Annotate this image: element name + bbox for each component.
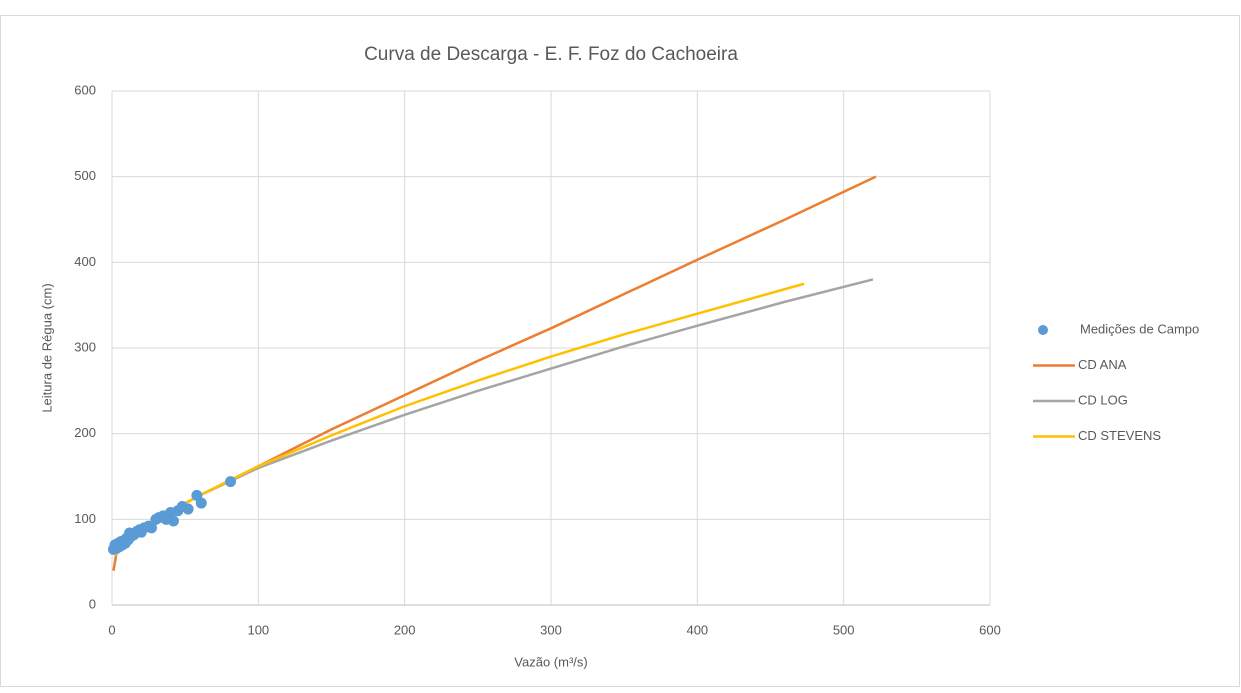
x-tick-label: 0 bbox=[108, 622, 115, 637]
legend-swatch bbox=[1038, 325, 1048, 335]
x-tick-label: 100 bbox=[247, 622, 269, 637]
chart-frame bbox=[0, 15, 1240, 687]
legend-label: CD ANA bbox=[1078, 357, 1127, 372]
point bbox=[167, 515, 179, 527]
legend-label: CD STEVENS bbox=[1078, 428, 1161, 443]
x-tick-label: 200 bbox=[394, 622, 416, 637]
x-tick-label: 600 bbox=[979, 622, 1001, 637]
y-tick-label: 300 bbox=[74, 339, 96, 354]
point bbox=[146, 522, 158, 534]
chart-title: Curva de Descarga - E. F. Foz do Cachoei… bbox=[364, 44, 738, 65]
legend-label: CD LOG bbox=[1078, 392, 1128, 407]
x-axis-label: Vazão (m³/s) bbox=[514, 654, 587, 669]
legend-label: Medições de Campo bbox=[1080, 321, 1199, 336]
x-tick-label: 300 bbox=[540, 622, 562, 637]
x-tick-label: 400 bbox=[686, 622, 708, 637]
x-tick-label: 500 bbox=[833, 622, 855, 637]
y-tick-label: 600 bbox=[74, 82, 96, 97]
y-tick-label: 500 bbox=[74, 168, 96, 183]
point bbox=[182, 503, 194, 515]
y-tick-label: 400 bbox=[74, 254, 96, 269]
point bbox=[195, 497, 207, 509]
y-tick-label: 200 bbox=[74, 425, 96, 440]
point bbox=[225, 476, 237, 488]
y-tick-label: 0 bbox=[89, 596, 96, 611]
y-axis-label: Leitura de Régua (cm) bbox=[39, 283, 54, 412]
y-tick-label: 100 bbox=[74, 511, 96, 526]
